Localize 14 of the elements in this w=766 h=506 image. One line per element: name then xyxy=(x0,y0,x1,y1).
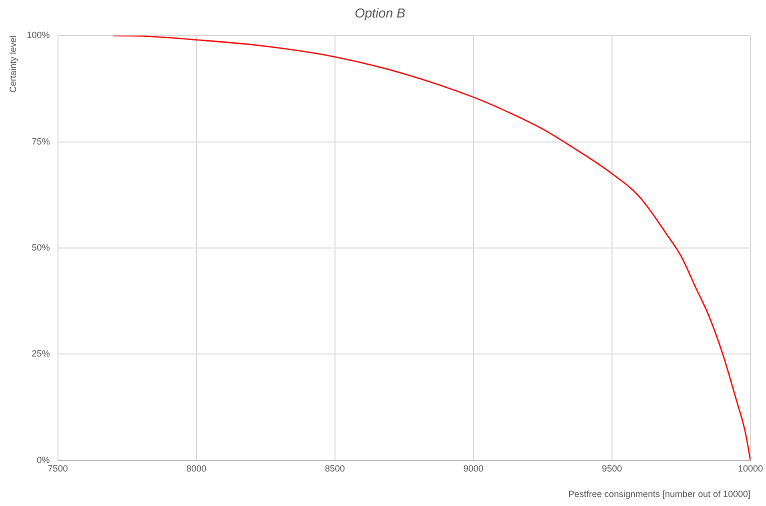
x-tick-label: 7500 xyxy=(48,463,68,474)
x-tick-label: 8000 xyxy=(186,463,206,474)
y-tick-label: 75% xyxy=(32,136,50,146)
y-tick-label: 50% xyxy=(32,242,50,252)
x-tick-label: 8500 xyxy=(324,463,345,474)
y-tick-label: 100% xyxy=(26,30,50,40)
chart-title: Option B xyxy=(354,5,406,20)
x-axis-title: Pestfree consignments [number out of 10000] xyxy=(568,489,750,500)
x-tick-label: 9000 xyxy=(463,463,484,474)
y-tick-label: 25% xyxy=(32,348,50,359)
x-tick-label: 9500 xyxy=(602,463,622,474)
y-tick-label: 0% xyxy=(36,454,50,465)
y-axis-title: Certainty level xyxy=(8,36,18,93)
x-tick-label: 10000 xyxy=(738,463,763,474)
